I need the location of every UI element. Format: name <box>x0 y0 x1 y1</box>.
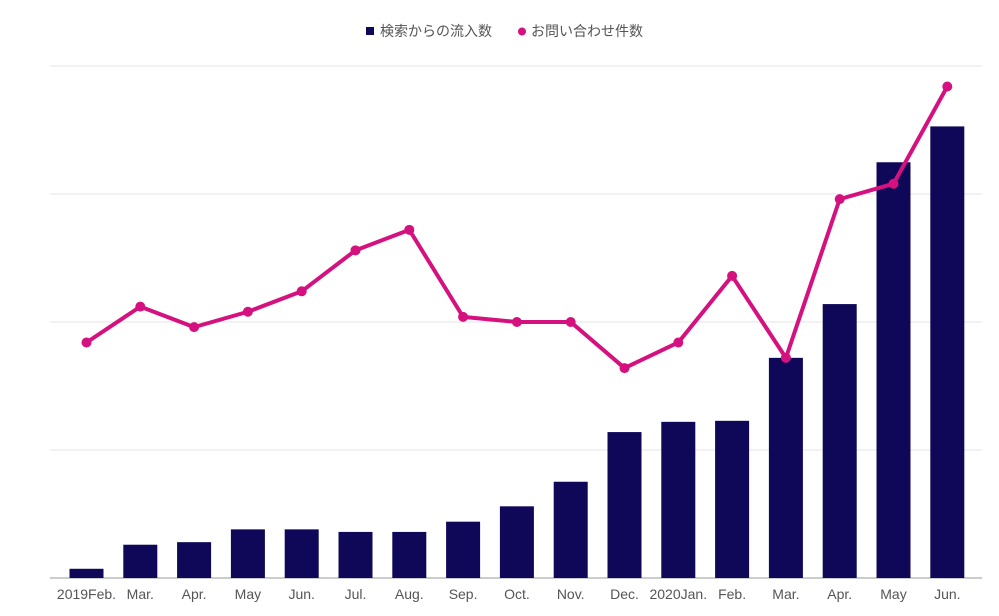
x-tick-label: May <box>880 586 906 602</box>
line-point <box>565 317 576 327</box>
line-point <box>888 178 899 189</box>
x-tick-label: Apr. <box>182 586 207 602</box>
line-point <box>350 245 361 256</box>
line-point <box>404 224 415 235</box>
legend-label-bar: 検索からの流入数 <box>380 23 492 40</box>
x-tick-label: 2019Feb. <box>57 586 116 602</box>
x-tick-label: Aug. <box>395 586 424 602</box>
line-point <box>135 301 146 312</box>
bar <box>768 357 803 578</box>
line-point <box>189 322 200 333</box>
bar <box>392 531 427 578</box>
legend: 検索からの流入数 お問い合わせ件数 <box>366 23 643 40</box>
line-point <box>511 317 522 327</box>
line-point <box>619 363 630 374</box>
x-tick-label: Sep. <box>449 586 478 602</box>
legend-label-line: お問い合わせ件数 <box>531 24 643 40</box>
bar <box>499 506 534 578</box>
bar <box>177 542 212 578</box>
x-tick-label: Jul. <box>345 586 367 602</box>
line-point <box>296 286 307 297</box>
bar <box>230 529 265 578</box>
legend-swatch-line <box>518 27 526 36</box>
bar <box>69 568 104 578</box>
line-point <box>727 270 738 281</box>
bar <box>446 521 481 578</box>
x-tick-label: Oct. <box>504 586 530 602</box>
x-tick-label: 2020Jan. <box>649 586 707 602</box>
bar <box>123 544 158 578</box>
line-point <box>780 352 791 363</box>
x-tick-label: Jun. <box>934 586 960 602</box>
bar <box>822 304 857 578</box>
x-tick-label: Dec. <box>610 586 639 602</box>
x-tick-label: Jun. <box>288 586 314 602</box>
bar-series <box>69 126 965 579</box>
x-tick-label: Apr. <box>827 586 852 602</box>
bar <box>553 481 588 578</box>
bar <box>661 421 696 578</box>
bar <box>284 529 319 578</box>
line-point <box>242 306 253 317</box>
bar <box>715 420 750 578</box>
line-point <box>81 337 92 348</box>
bar <box>876 162 911 579</box>
line-point <box>458 311 469 322</box>
x-axis: 2019Feb. Mar. Apr. May Jun. Jul. Aug. Sep. Oct. N… <box>57 586 961 602</box>
x-tick-label: May <box>235 586 261 602</box>
line-point <box>834 194 845 205</box>
line-point <box>673 337 684 348</box>
line-point <box>942 81 953 92</box>
bar <box>338 531 373 578</box>
x-tick-label: Mar. <box>127 586 154 602</box>
x-tick-label: Feb. <box>718 586 746 602</box>
legend-swatch-bar <box>366 27 374 35</box>
x-tick-label: Nov. <box>557 586 585 602</box>
line-series <box>81 81 953 374</box>
bar <box>607 432 642 578</box>
x-tick-label: Mar. <box>772 586 799 602</box>
bar <box>930 126 965 578</box>
